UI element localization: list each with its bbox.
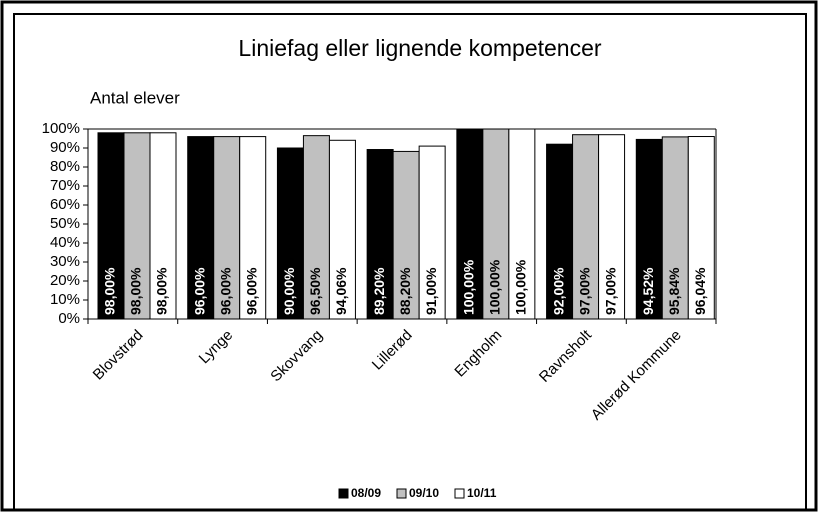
y-tick-label: 70% (50, 177, 80, 194)
value-label: 90,00% (281, 267, 297, 315)
value-label: 91,00% (423, 267, 439, 315)
y-tick-label: 40% (50, 234, 80, 251)
value-label: 88,20% (397, 267, 413, 315)
value-label: 96,50% (307, 267, 323, 315)
y-tick-label: 50% (50, 215, 80, 232)
inner-frame (13, 13, 807, 511)
bar (187, 136, 215, 320)
y-tick-label: 20% (50, 272, 80, 289)
y-tick-label: 60% (50, 196, 80, 213)
bar (213, 136, 241, 320)
bar (687, 136, 715, 320)
value-label: 100,00% (513, 259, 529, 315)
bar (97, 132, 125, 320)
legend-label: 08/09 (351, 486, 381, 500)
value-label: 98,00% (154, 267, 170, 315)
bar (635, 138, 663, 320)
bar (302, 135, 330, 320)
value-label: 94,06% (333, 267, 349, 315)
legend-label: 10/11 (467, 486, 497, 500)
bar (328, 139, 356, 320)
y-tick-label: 0% (58, 310, 80, 327)
bar (239, 136, 267, 320)
y-tick-label: 90% (50, 139, 80, 156)
legend-swatch (396, 488, 407, 499)
y-tick-label: 30% (50, 253, 80, 270)
bar (149, 132, 177, 320)
legend-swatch (454, 488, 465, 499)
value-label: 94,52% (640, 267, 656, 315)
y-tick-label: 100% (42, 120, 80, 137)
value-label: 96,04% (692, 267, 708, 315)
legend-label: 09/10 (409, 486, 439, 500)
value-label: 100,00% (461, 259, 477, 315)
value-label: 100,00% (487, 259, 503, 315)
value-label: 96,00% (191, 267, 207, 315)
chart-title: Liniefag eller lignende kompetencer (238, 35, 601, 61)
bar (598, 134, 626, 320)
value-label: 95,84% (666, 267, 682, 315)
bar (392, 150, 420, 320)
value-label: 96,00% (217, 267, 233, 315)
y-axis-label: Antal elever (90, 88, 180, 107)
bar (366, 149, 394, 320)
bar (418, 145, 446, 320)
legend-swatch (338, 488, 349, 499)
y-tick-label: 80% (50, 158, 80, 175)
value-label: 98,00% (128, 267, 144, 315)
bar (572, 134, 600, 320)
value-label: 92,00% (550, 267, 566, 315)
value-label: 98,00% (102, 267, 118, 315)
value-label: 97,00% (576, 267, 592, 315)
bar (546, 143, 574, 320)
value-label: 96,00% (243, 267, 259, 315)
bar (456, 128, 484, 320)
value-label: 97,00% (602, 267, 618, 315)
bar (508, 128, 536, 320)
y-tick-label: 10% (50, 291, 80, 308)
value-label: 89,20% (371, 267, 387, 315)
